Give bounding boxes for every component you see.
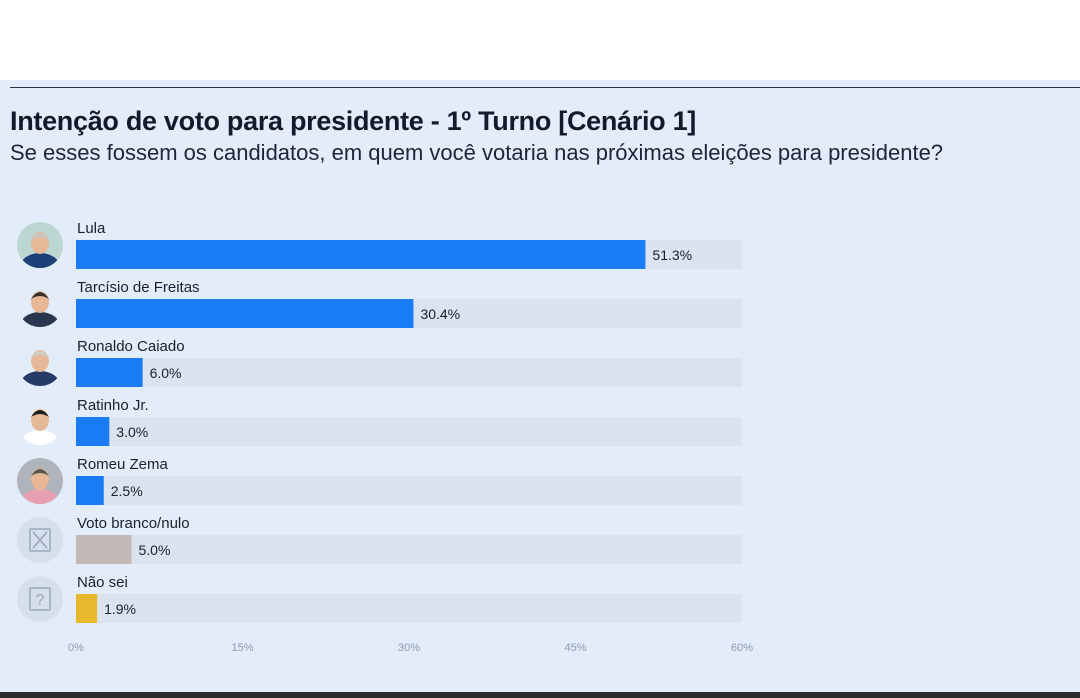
data-label: 5.0% bbox=[139, 542, 171, 558]
x-tick-label: 15% bbox=[231, 642, 253, 654]
x-box-icon-glyph bbox=[32, 531, 48, 549]
data-label: 30.4% bbox=[420, 306, 460, 322]
bar-track bbox=[76, 594, 742, 623]
bar-track bbox=[76, 417, 742, 446]
bottom-bar bbox=[0, 692, 1080, 698]
bar bbox=[76, 535, 132, 564]
question-box-icon-glyph: ? bbox=[36, 592, 45, 609]
question-box-icon-frame bbox=[29, 587, 51, 611]
bar-track bbox=[76, 476, 742, 505]
data-label: 3.0% bbox=[116, 424, 148, 440]
x-tick-label: 0% bbox=[68, 642, 84, 654]
x-box-icon-frame bbox=[29, 528, 51, 552]
data-label: 1.9% bbox=[104, 601, 136, 617]
category-label: Lula bbox=[77, 220, 106, 237]
avatar bbox=[17, 281, 63, 327]
bar-track bbox=[76, 358, 742, 387]
bar bbox=[76, 417, 110, 446]
title-divider bbox=[10, 87, 1080, 88]
bar bbox=[76, 299, 414, 328]
avatar bbox=[17, 222, 63, 268]
category-label: Ratinho Jr. bbox=[77, 397, 149, 414]
bar bbox=[76, 358, 143, 387]
chart-title: Intenção de voto para presidente - 1º Tu… bbox=[10, 106, 696, 136]
category-label: Ronaldo Caiado bbox=[77, 338, 185, 355]
category-label: Romeu Zema bbox=[77, 456, 169, 473]
chart-subtitle: Se esses fossem os candidatos, em quem v… bbox=[10, 140, 944, 165]
x-tick-label: 30% bbox=[398, 642, 420, 654]
avatar bbox=[17, 399, 63, 445]
bar bbox=[76, 240, 646, 269]
category-label: Não sei bbox=[77, 574, 128, 591]
category-label: Voto branco/nulo bbox=[77, 515, 190, 532]
bar bbox=[76, 476, 104, 505]
bar-track bbox=[76, 535, 742, 564]
question-box-icon bbox=[17, 576, 63, 622]
bar bbox=[76, 594, 98, 623]
x-tick-label: 45% bbox=[564, 642, 586, 654]
avatar bbox=[17, 458, 63, 504]
data-label: 6.0% bbox=[150, 365, 182, 381]
data-label: 51.3% bbox=[652, 247, 692, 263]
avatar bbox=[17, 340, 63, 386]
x-tick-label: 60% bbox=[731, 642, 753, 654]
category-label: Tarcísio de Freitas bbox=[77, 279, 200, 296]
data-label: 2.5% bbox=[111, 483, 143, 499]
